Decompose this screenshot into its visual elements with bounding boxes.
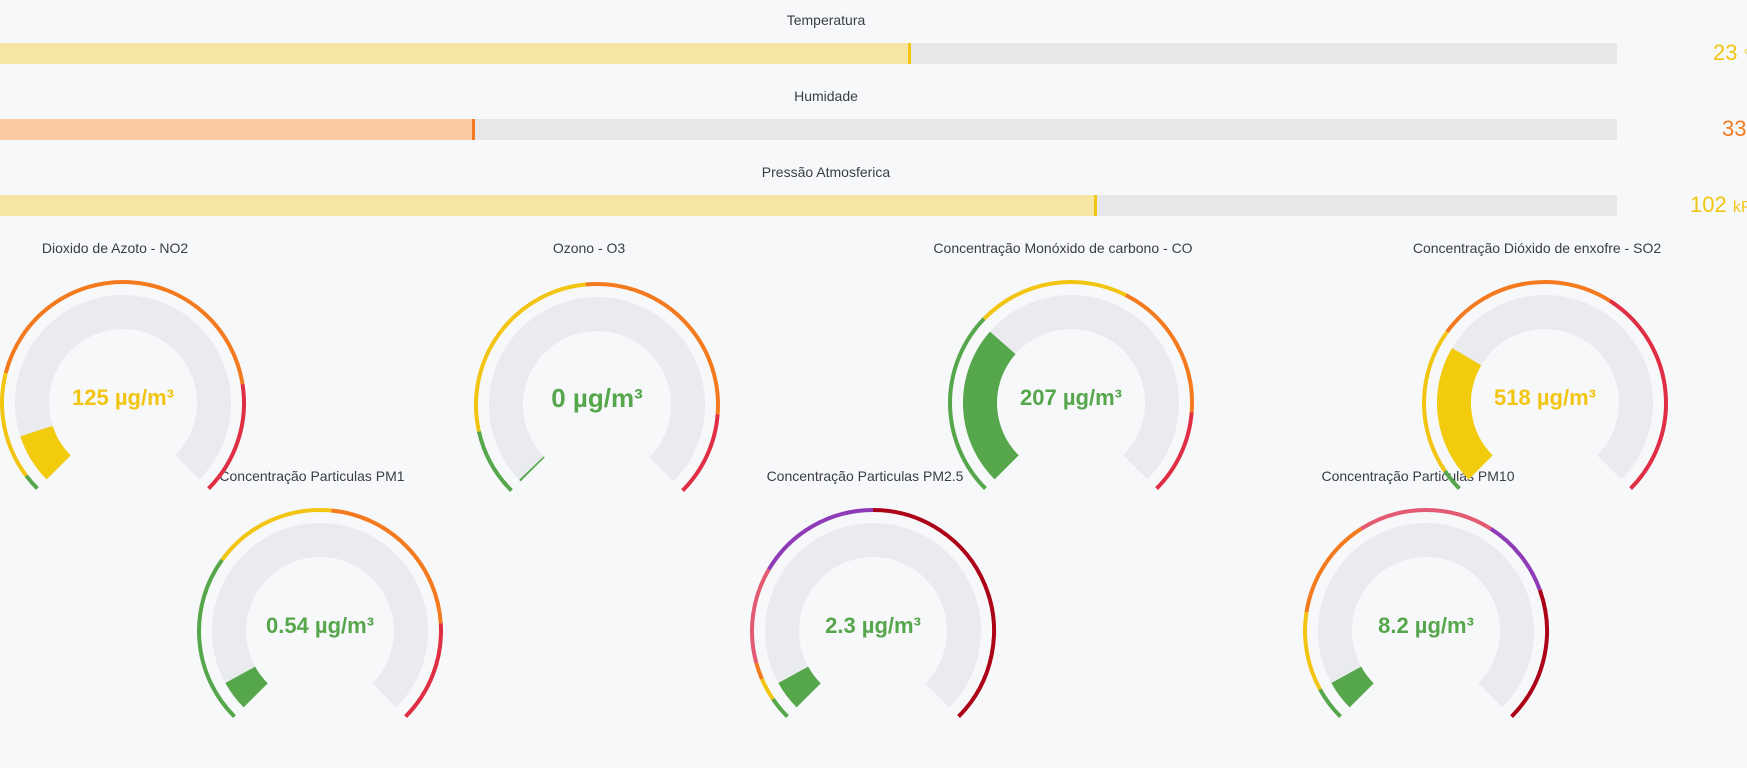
gauge-threshold-segment [767, 508, 874, 571]
bar-value-unit: °C [1743, 47, 1747, 64]
gauge-title-co: Concentração Monóxido de carbono - CO [933, 240, 1193, 256]
gauge-threshold-segment [404, 623, 443, 718]
gauge-title-o3: Ozono - O3 [552, 240, 626, 256]
gauge-value-fill [20, 425, 72, 480]
gauge-co: 207 µg/m³ [948, 280, 1194, 490]
bar-track [0, 195, 1617, 216]
gauge-title-no2: Dioxido de Azoto - NO2 [41, 240, 189, 256]
gauge-threshold-segment [750, 568, 771, 664]
gauge-threshold-segment [1360, 508, 1492, 531]
gauge-threshold-segment [3, 280, 245, 385]
bar-title: Humidade [794, 88, 858, 104]
gauge-value-fill [963, 331, 1020, 480]
bar-title: Pressão Atmosferica [761, 164, 891, 180]
bar-fill [0, 195, 1097, 216]
bar-tip [907, 43, 911, 64]
gauge-threshold-segment [1125, 293, 1194, 413]
gauge-value-text: 8.2 µg/m³ [1378, 613, 1474, 638]
gauge-threshold-segment [331, 508, 443, 624]
gauge-threshold-segment [1445, 280, 1611, 334]
bar-tip [1094, 195, 1098, 216]
gauge-threshold-segment [681, 414, 720, 492]
gauge-value-text: 0.54 µg/m³ [266, 613, 374, 638]
gauge-value-fill [778, 666, 822, 708]
gauge-threshold-segment [1443, 469, 1461, 490]
gauge-threshold-segment [476, 430, 513, 492]
gauge-threshold-segment [948, 317, 987, 490]
gauge-threshold-segment [760, 678, 775, 701]
gauge-value-fill [1437, 348, 1494, 480]
bar-value-unit: kPa [1732, 199, 1747, 216]
gauge-background [489, 297, 705, 482]
gauge-value-text: 207 µg/m³ [1020, 385, 1122, 410]
bar-tip [471, 119, 475, 140]
gauge-threshold-segment [1489, 527, 1542, 591]
gauge-threshold-segment [1155, 412, 1194, 490]
bar-track [0, 43, 1617, 64]
gauge-threshold-segment [220, 508, 332, 562]
gauge-threshold-segment [473, 282, 586, 432]
gauge-value-fill [519, 456, 545, 482]
gauge-threshold-segment [1303, 611, 1322, 691]
bar-value-number: 33 [1722, 116, 1747, 141]
gauge-title-pm10: Concentração Particulas PM10 [1321, 468, 1515, 484]
gauge-threshold-segment [872, 508, 996, 718]
bar-fill [0, 119, 474, 140]
gauge-pm25: 2.3 µg/m³ [750, 508, 996, 718]
gauge-threshold-segment [754, 662, 764, 680]
gauge-threshold-segment [197, 558, 236, 718]
gauge-background [1318, 523, 1534, 708]
bar-value-number: 102 [1690, 192, 1727, 217]
gauge-threshold-segment [1608, 299, 1668, 490]
gauge-title-so2: Concentração Dióxido de enxofre - SO2 [1412, 240, 1662, 256]
bar-value: 23 °C [1713, 40, 1747, 66]
gauge-threshold-segment [24, 474, 39, 490]
gauge-threshold-segment [1304, 527, 1363, 613]
gauge-so2: 518 µg/m³ [1422, 280, 1668, 490]
gauge-background [765, 523, 981, 708]
gauge-title-pm25: Concentração Particulas PM2.5 [766, 468, 964, 484]
gauge-value-fill [225, 666, 269, 708]
bar-value: 33 % [1722, 116, 1747, 142]
gauge-value-text: 0 µg/m³ [551, 383, 643, 413]
gauge-value-text: 2.3 µg/m³ [825, 613, 921, 638]
bar-track [0, 119, 1617, 140]
bar-title: Temperatura [786, 12, 866, 28]
gauge-background [212, 523, 428, 708]
gauge-background [15, 295, 231, 480]
bar-value: 102 kPa [1690, 192, 1747, 218]
gauge-pm1: 0.54 µg/m³ [197, 508, 443, 718]
bar-value-number: 23 [1713, 40, 1738, 65]
gauge-o3: 0 µg/m³ [473, 282, 720, 492]
gauge-threshold-segment [1510, 589, 1549, 718]
gauge-threshold-segment [1318, 688, 1342, 718]
gauge-threshold-segment [585, 282, 720, 415]
gauge-threshold-segment [1422, 330, 1449, 473]
gauge-value-text: 518 µg/m³ [1494, 385, 1596, 410]
gauge-title-pm1: Concentração Particulas PM1 [219, 468, 405, 484]
gauge-pm10: 8.2 µg/m³ [1303, 508, 1549, 718]
gauge-threshold-segment [982, 280, 1127, 321]
gauge-threshold-segment [207, 383, 246, 490]
gauge-threshold-segment [0, 372, 28, 477]
gauge-no2: 125 µg/m³ [0, 280, 246, 490]
bar-fill [0, 43, 910, 64]
gauge-threshold-segment [771, 697, 789, 718]
gauge-value-text: 125 µg/m³ [72, 385, 174, 410]
gauge-value-fill [1331, 666, 1375, 708]
